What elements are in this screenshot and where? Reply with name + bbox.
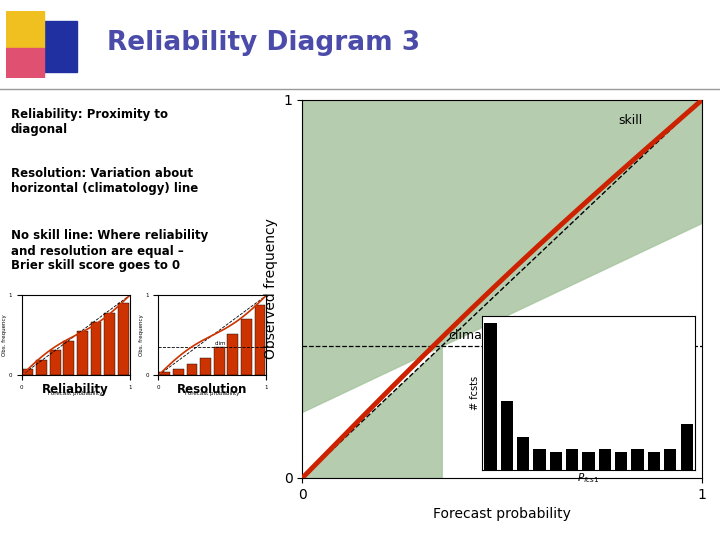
Bar xyxy=(566,449,578,470)
Bar xyxy=(6,48,44,78)
Bar xyxy=(104,313,115,375)
X-axis label: $P_{fcs1}$: $P_{fcs1}$ xyxy=(577,471,600,485)
Bar xyxy=(173,369,184,375)
Text: skill: skill xyxy=(618,114,642,127)
Bar xyxy=(214,347,225,375)
Y-axis label: # fcsts: # fcsts xyxy=(469,376,480,410)
Bar xyxy=(680,424,693,470)
Text: clim: clim xyxy=(215,341,226,346)
Bar xyxy=(228,334,238,375)
Bar xyxy=(30,21,77,71)
Text: Reliability: Proximity to
diagonal: Reliability: Proximity to diagonal xyxy=(11,108,168,136)
Y-axis label: Observed frequency: Observed frequency xyxy=(264,219,278,359)
Bar xyxy=(631,449,644,470)
Bar xyxy=(200,357,211,375)
Bar xyxy=(117,303,128,375)
Y-axis label: Obs. frequency: Obs. frequency xyxy=(139,314,144,356)
Bar xyxy=(241,319,252,375)
Text: No skill line: Where reliability
and resolution are equal –
Brier skill score go: No skill line: Where reliability and res… xyxy=(11,230,208,273)
X-axis label: Forecast probability: Forecast probability xyxy=(48,392,103,396)
Bar xyxy=(485,323,497,470)
Text: Reliability: Reliability xyxy=(42,383,109,396)
Bar xyxy=(534,449,546,470)
Bar xyxy=(615,452,627,470)
Bar xyxy=(501,401,513,470)
Bar xyxy=(77,332,88,375)
Text: Reliability Diagram 3: Reliability Diagram 3 xyxy=(107,30,420,56)
X-axis label: Forecast probability: Forecast probability xyxy=(433,507,571,521)
Bar xyxy=(550,452,562,470)
Bar xyxy=(255,305,265,375)
Y-axis label: Obs. frequency: Obs. frequency xyxy=(2,314,7,356)
Bar xyxy=(50,350,60,375)
Bar xyxy=(160,372,171,375)
Bar xyxy=(648,452,660,470)
Bar xyxy=(6,11,44,48)
Text: Resolution: Resolution xyxy=(177,383,248,396)
Bar xyxy=(22,369,33,375)
Bar xyxy=(582,452,595,470)
Bar xyxy=(36,360,47,375)
Bar xyxy=(186,364,197,375)
Text: Resolution: Variation about
horizontal (climatology) line: Resolution: Variation about horizontal (… xyxy=(11,167,198,195)
Bar xyxy=(599,449,611,470)
Text: climatology: climatology xyxy=(449,329,521,342)
Bar xyxy=(517,437,529,470)
Bar xyxy=(63,341,74,375)
X-axis label: Forecast probability: Forecast probability xyxy=(185,392,240,396)
Bar xyxy=(664,449,676,470)
Bar xyxy=(91,322,102,375)
